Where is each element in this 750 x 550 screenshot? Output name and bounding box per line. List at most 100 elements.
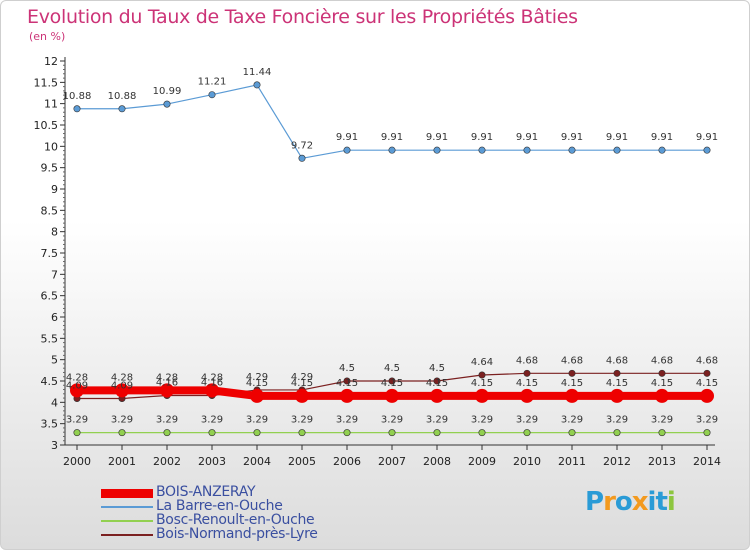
data-label-0: 4.15 [471, 378, 493, 389]
data-label-1: 9.91 [471, 132, 493, 143]
data-point-1 [208, 91, 216, 99]
data-point-0 [610, 388, 624, 403]
data-point-0 [115, 383, 129, 398]
data-point-1 [73, 105, 81, 113]
data-label-2: 3.29 [426, 415, 448, 426]
unit-label: (en %) [29, 30, 66, 43]
y-tick-label: 11 [44, 98, 58, 111]
data-point-0 [295, 388, 309, 403]
data-label-2: 3.29 [561, 415, 583, 426]
data-point-1 [118, 105, 126, 113]
y-tick-label: 7.5 [41, 247, 59, 260]
y-tick-label: 5 [51, 354, 58, 367]
x-tick-label: 2009 [468, 455, 496, 468]
data-label-3: 4.5 [339, 363, 355, 374]
data-label-2: 3.29 [291, 415, 313, 426]
y-tick-label: 12 [44, 55, 58, 68]
data-label-1: 11.21 [198, 77, 227, 88]
x-tick-label: 2004 [243, 455, 271, 468]
data-point-2 [298, 429, 306, 437]
data-label-2: 3.29 [516, 415, 538, 426]
data-label-0: 4.28 [156, 372, 178, 383]
data-label-2: 3.29 [246, 415, 268, 426]
data-label-0: 4.28 [66, 372, 88, 383]
x-tick-label: 2011 [558, 455, 586, 468]
data-point-1 [568, 146, 576, 154]
data-point-1 [298, 154, 306, 162]
data-label-0: 4.15 [696, 378, 718, 389]
data-label-3: 4.68 [696, 355, 718, 366]
y-tick-label: 3.5 [41, 418, 59, 431]
data-point-0 [430, 388, 444, 403]
data-label-3: 4.68 [516, 355, 538, 366]
legend-label: BOIS-ANZERAY [156, 484, 256, 500]
data-label-2: 3.29 [606, 415, 628, 426]
data-label-1: 10.99 [153, 86, 182, 97]
data-point-2 [388, 429, 396, 437]
legend-swatch [101, 488, 153, 498]
data-label-0: 4.15 [291, 378, 313, 389]
data-label-3: 4.68 [606, 355, 628, 366]
legend-swatch [101, 534, 153, 536]
x-tick-label: 2002 [153, 455, 181, 468]
legend-swatch [101, 506, 153, 508]
logo-letter: P [585, 487, 604, 517]
data-label-0: 4.15 [336, 378, 358, 389]
data-label-3: 4.29 [291, 372, 313, 383]
data-label-3: 4.68 [651, 355, 673, 366]
data-label-0: 4.15 [606, 378, 628, 389]
legend-swatch [101, 520, 153, 522]
x-tick-label: 2014 [693, 455, 721, 468]
y-tick-label: 6 [51, 311, 58, 324]
data-point-2 [613, 429, 621, 437]
data-label-1: 9.91 [381, 132, 403, 143]
y-tick-label: 3 [51, 439, 58, 452]
x-tick-label: 2012 [603, 455, 631, 468]
data-point-3 [523, 369, 531, 377]
data-point-3 [478, 371, 486, 379]
data-label-3: 4.68 [561, 355, 583, 366]
data-label-3: 4.16 [201, 378, 223, 389]
data-point-1 [613, 146, 621, 154]
y-tick-label: 7 [51, 268, 58, 281]
data-label-3: 4.5 [384, 363, 400, 374]
data-point-0 [340, 388, 354, 403]
data-point-2 [658, 429, 666, 437]
data-label-2: 3.29 [336, 415, 358, 426]
y-tick-label: 8 [51, 226, 58, 239]
data-label-1: 9.91 [606, 132, 628, 143]
data-point-2 [433, 429, 441, 437]
data-label-0: 4.15 [426, 378, 448, 389]
logo-letter: o [614, 487, 633, 517]
y-tick-label: 4 [51, 396, 58, 409]
data-label-1: 10.88 [63, 91, 92, 102]
data-label-2: 3.29 [696, 415, 718, 426]
data-label-0: 4.15 [516, 378, 538, 389]
data-point-3 [613, 369, 621, 377]
data-point-1 [478, 146, 486, 154]
chart-title: Evolution du Taux de Taxe Foncière sur l… [27, 6, 578, 28]
data-point-1 [388, 146, 396, 154]
data-label-2: 3.29 [651, 415, 673, 426]
y-tick-label: 9 [51, 183, 58, 196]
x-tick-label: 2001 [108, 455, 136, 468]
x-tick-label: 2007 [378, 455, 406, 468]
y-tick-label: 10.5 [34, 119, 59, 132]
proxiti-logo: Proxiti [585, 487, 676, 517]
y-tick-label: 6.5 [41, 290, 59, 303]
data-point-1 [253, 81, 261, 89]
data-label-0: 4.15 [651, 378, 673, 389]
data-label-0: 4.15 [561, 378, 583, 389]
logo-letter: r [603, 487, 616, 517]
y-tick-label: 11.5 [34, 76, 59, 89]
data-point-2 [478, 429, 486, 437]
data-point-3 [433, 377, 441, 385]
data-label-1: 9.91 [336, 132, 358, 143]
data-point-0 [160, 383, 174, 398]
y-tick-label: 4.5 [41, 375, 59, 388]
data-point-2 [568, 429, 576, 437]
legend-label: Bosc-Renoult-en-Ouche [156, 512, 315, 528]
data-point-0 [205, 383, 219, 398]
data-point-3 [658, 369, 666, 377]
data-label-1: 9.91 [651, 132, 673, 143]
